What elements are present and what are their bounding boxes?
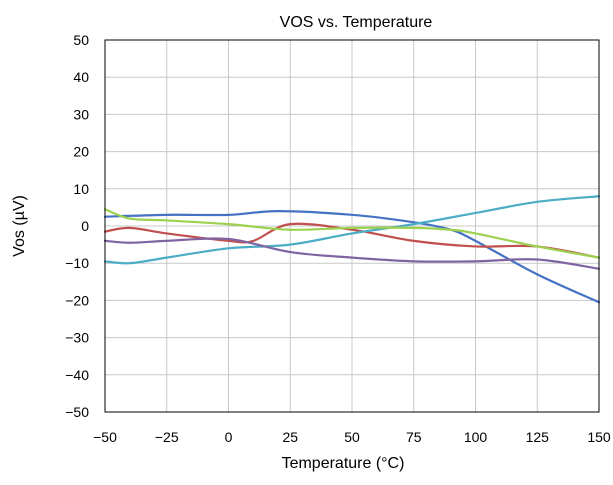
x-axis-label: Temperature (°C) — [282, 455, 405, 472]
data-series — [103, 195, 601, 304]
y-tick-label: 40 — [73, 69, 89, 85]
series-line-5 — [103, 208, 601, 259]
y-tick-label: 30 — [73, 106, 89, 122]
y-tick-label: −20 — [65, 292, 89, 308]
y-tick-label: −50 — [65, 404, 89, 420]
x-tick-label: −25 — [155, 429, 179, 445]
x-tick-label: −50 — [93, 429, 117, 445]
grid-lines — [105, 40, 599, 412]
series-line-3 — [103, 195, 601, 265]
series-line-4 — [103, 237, 601, 270]
y-tick-label: −40 — [65, 367, 89, 383]
x-tick-label: 25 — [282, 429, 298, 445]
x-tick-label: 125 — [526, 429, 550, 445]
x-tick-label: 0 — [225, 429, 233, 445]
y-tick-label: −30 — [65, 330, 89, 346]
plot-frame — [104, 39, 600, 413]
y-tick-label: 10 — [73, 181, 89, 197]
y-tick-labels: −50 −40 −30 −20 −10 0 10 20 30 40 50 — [65, 32, 89, 420]
y-tick-label: 20 — [73, 144, 89, 160]
x-tick-label: 100 — [464, 429, 488, 445]
y-tick-label: 0 — [81, 218, 89, 234]
series-line-2 — [103, 222, 601, 259]
x-tick-label: 150 — [587, 429, 611, 445]
x-tick-label: 75 — [406, 429, 422, 445]
y-tick-label: 50 — [73, 32, 89, 48]
x-tick-labels: −50 −25 0 25 50 75 100 125 150 — [93, 429, 611, 445]
y-tick-label: −10 — [65, 255, 89, 271]
chart-title: VOS vs. Temperature — [280, 14, 433, 31]
series-line-1 — [103, 210, 601, 304]
y-axis-label: Vos (µV) — [11, 195, 28, 257]
x-tick-label: 50 — [344, 429, 360, 445]
